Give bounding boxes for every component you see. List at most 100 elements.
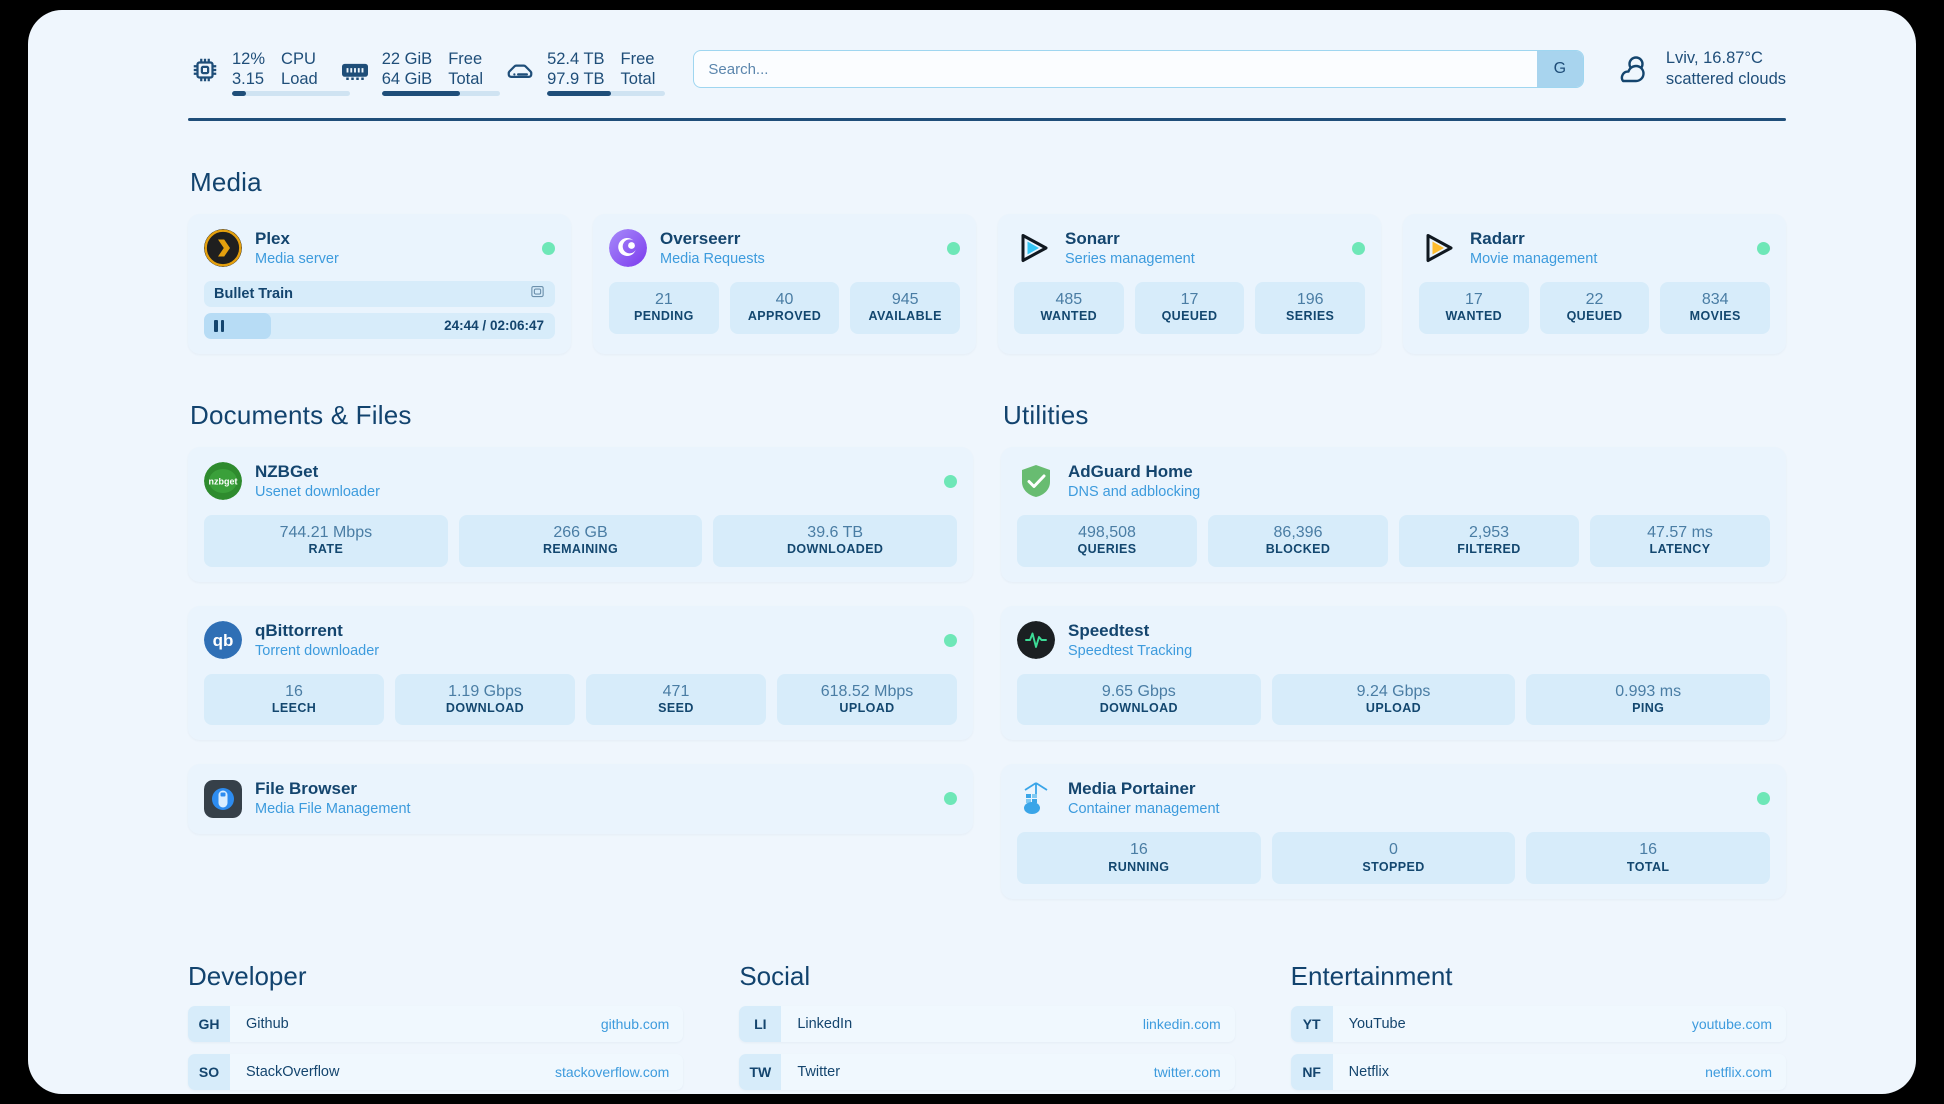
stat-value: 1.19 Gbps	[448, 682, 522, 700]
stat-tile[interactable]: 0 STOPPED	[1271, 832, 1516, 885]
stat-tile[interactable]: 17 QUEUED	[1134, 281, 1245, 334]
now-playing-progress[interactable]: 24:44 / 02:06:47	[204, 312, 555, 339]
bookmark-item-twitter[interactable]: TW Twitter twitter.com	[739, 1054, 1235, 1091]
service-card-sonarr[interactable]: Sonarr Series management 485 WANTED 17 Q…	[998, 214, 1381, 354]
bookmark-abbr: GH	[188, 1006, 230, 1043]
stat-value: 2,953	[1468, 523, 1510, 541]
stat-tile[interactable]: 21 PENDING	[609, 281, 719, 334]
svg-text:nzbget: nzbget	[209, 477, 238, 487]
stat-tile[interactable]: 17 WANTED	[1419, 281, 1529, 334]
cast-icon[interactable]	[530, 284, 545, 303]
stat-tile[interactable]: 9.65 Gbps DOWNLOAD	[1017, 673, 1261, 726]
stat-row: 16 LEECH 1.19 Gbps DOWNLOAD 471 SEED 6	[204, 673, 957, 726]
stat-label: REMAINING	[542, 542, 619, 557]
service-card-media-portainer[interactable]: Media Portainer Container management 16 …	[1001, 764, 1786, 900]
bookmark-abbr: SO	[188, 1054, 230, 1091]
service-card-nzbget[interactable]: nzbget NZBGet Usenet downloader 744.21 M…	[188, 446, 973, 582]
bookmark-item-netflix[interactable]: NF Netflix netflix.com	[1290, 1054, 1786, 1091]
bookmark-abbr: NF	[1290, 1054, 1333, 1091]
bookmark-url: youtube.com	[1691, 1016, 1772, 1033]
stat-label: APPROVED	[747, 309, 822, 324]
filebrowser-logo	[204, 779, 242, 818]
section-title-documents: Documents & Files	[190, 399, 412, 430]
status-badge	[542, 241, 555, 255]
stat-row: 498,508 QUERIES 86,396 BLOCKED 2,953 FIL…	[1017, 514, 1770, 567]
total-time: 02:06:47	[489, 318, 544, 334]
sonarr-logo	[1014, 229, 1052, 267]
stat-tile[interactable]: 834 MOVIES	[1660, 281, 1771, 334]
stat-tile[interactable]: 498,508 QUERIES	[1017, 514, 1197, 567]
weather-condition: scattered clouds	[1665, 70, 1786, 88]
stat-tile[interactable]: 9.24 Gbps UPLOAD	[1271, 673, 1516, 726]
stat-value: 266 GB	[553, 523, 608, 541]
memory-free-label: Free	[448, 49, 483, 68]
stat-tile[interactable]: 40 APPROVED	[729, 281, 840, 334]
stat-label: DOWNLOAD	[445, 701, 525, 716]
stat-tile[interactable]: 16 TOTAL	[1526, 832, 1771, 885]
memory-total-value: 64 GiB	[381, 70, 433, 88]
stat-row: 16 RUNNING 0 STOPPED 16 TOTAL	[1017, 832, 1771, 885]
stat-value: 40	[775, 290, 794, 308]
bookmark-item-stackoverflow[interactable]: SO StackOverflow stackoverflow.com	[188, 1054, 684, 1091]
service-card-plex[interactable]: Plex Media server Bullet Train 24:44	[188, 214, 571, 354]
bookmark-item-linkedin[interactable]: LI LinkedIn linkedin.com	[739, 1006, 1235, 1043]
bookmark-group-social: Social LI LinkedIn linkedin.com TW Twitt…	[739, 961, 1235, 1094]
memory-icon	[340, 55, 370, 85]
stat-tile[interactable]: 39.6 TB DOWNLOADED	[713, 514, 958, 567]
section-title-utilities: Utilities	[1003, 399, 1089, 430]
service-subtitle: Speedtest Tracking	[1068, 642, 1193, 659]
stat-tile[interactable]: 618.52 Mbps UPLOAD	[777, 673, 957, 726]
stat-tile[interactable]: 945 AVAILABLE	[850, 281, 961, 334]
bookmark-name: StackOverflow	[246, 1064, 340, 1081]
stat-value: 9.24 Gbps	[1356, 682, 1431, 700]
stat-tile[interactable]: 196 SERIES	[1255, 281, 1366, 334]
search-box[interactable]: G	[693, 50, 1584, 88]
disk-free-value: 52.4 TB	[547, 49, 605, 68]
service-card-overseerr[interactable]: Overseerr Media Requests 21 PENDING 40 A…	[593, 214, 976, 354]
stat-label: BLOCKED	[1265, 542, 1331, 557]
service-card-file-browser[interactable]: File Browser Media File Management	[188, 764, 973, 835]
stat-tile[interactable]: 86,396 BLOCKED	[1208, 514, 1388, 567]
stat-tile[interactable]: 485 WANTED	[1014, 281, 1124, 334]
stat-tile[interactable]: 16 RUNNING	[1017, 832, 1261, 885]
stat-value: 9.65 Gbps	[1101, 682, 1176, 700]
stat-tile[interactable]: 16 LEECH	[204, 673, 384, 726]
stat-value: 196	[1296, 290, 1324, 308]
bookmarks-area: Developer GH Github github.com SO StackO…	[188, 961, 1786, 1094]
stat-label: SERIES	[1286, 309, 1335, 324]
stat-tile[interactable]: 47.57 ms LATENCY	[1590, 514, 1770, 567]
adguard-logo	[1017, 462, 1055, 500]
stat-tile[interactable]: 266 GB REMAINING	[458, 514, 703, 567]
pause-icon[interactable]	[214, 319, 224, 332]
dashboard-page: 12% 3.15 CPU Load 22 GiB	[28, 10, 1916, 1094]
stat-value: 945	[891, 290, 919, 308]
overseerr-logo	[609, 229, 647, 268]
service-card-radarr[interactable]: Radarr Movie management 17 WANTED 22 QUE…	[1403, 214, 1786, 354]
service-card-qbittorrent[interactable]: qb qBittorrent Torrent downloader 16 LEE…	[188, 605, 973, 741]
status-badge	[944, 633, 957, 647]
bookmark-item-github[interactable]: GH Github github.com	[188, 1006, 684, 1043]
bookmark-url: twitter.com	[1153, 1064, 1221, 1081]
service-name: Speedtest	[1068, 620, 1150, 640]
stat-row: 744.21 Mbps RATE 266 GB REMAINING 39.6 T…	[204, 514, 958, 567]
stat-value: 618.52 Mbps	[820, 682, 914, 700]
stat-value: 0.993 ms	[1615, 682, 1682, 700]
search-engine-button[interactable]: G	[1536, 51, 1583, 87]
stat-tile[interactable]: 2,953 FILTERED	[1399, 514, 1579, 567]
stat-tile[interactable]: 471 SEED	[586, 673, 766, 726]
stat-value: 16	[1129, 841, 1148, 859]
service-card-adguard-home[interactable]: AdGuard Home DNS and adblocking 498,508 …	[1001, 446, 1786, 582]
stat-tile[interactable]: 1.19 Gbps DOWNLOAD	[395, 673, 575, 726]
service-card-speedtest[interactable]: Speedtest Speedtest Tracking 9.65 Gbps D…	[1001, 605, 1786, 741]
search-input[interactable]	[694, 51, 1537, 87]
stat-label: QUEUED	[1161, 309, 1218, 324]
service-subtitle: Media File Management	[255, 801, 411, 818]
stat-tile[interactable]: 744.21 Mbps RATE	[204, 514, 448, 567]
stat-tile[interactable]: 22 QUEUED	[1539, 281, 1650, 334]
stat-label: PING	[1632, 701, 1665, 716]
stat-tile[interactable]: 0.993 ms PING	[1526, 673, 1771, 726]
documents-card-list: nzbget NZBGet Usenet downloader 744.21 M…	[188, 446, 973, 835]
stat-label: DOWNLOAD	[1099, 701, 1178, 716]
stat-value: 834	[1701, 290, 1729, 308]
bookmark-item-youtube[interactable]: YT YouTube youtube.com	[1290, 1006, 1786, 1043]
